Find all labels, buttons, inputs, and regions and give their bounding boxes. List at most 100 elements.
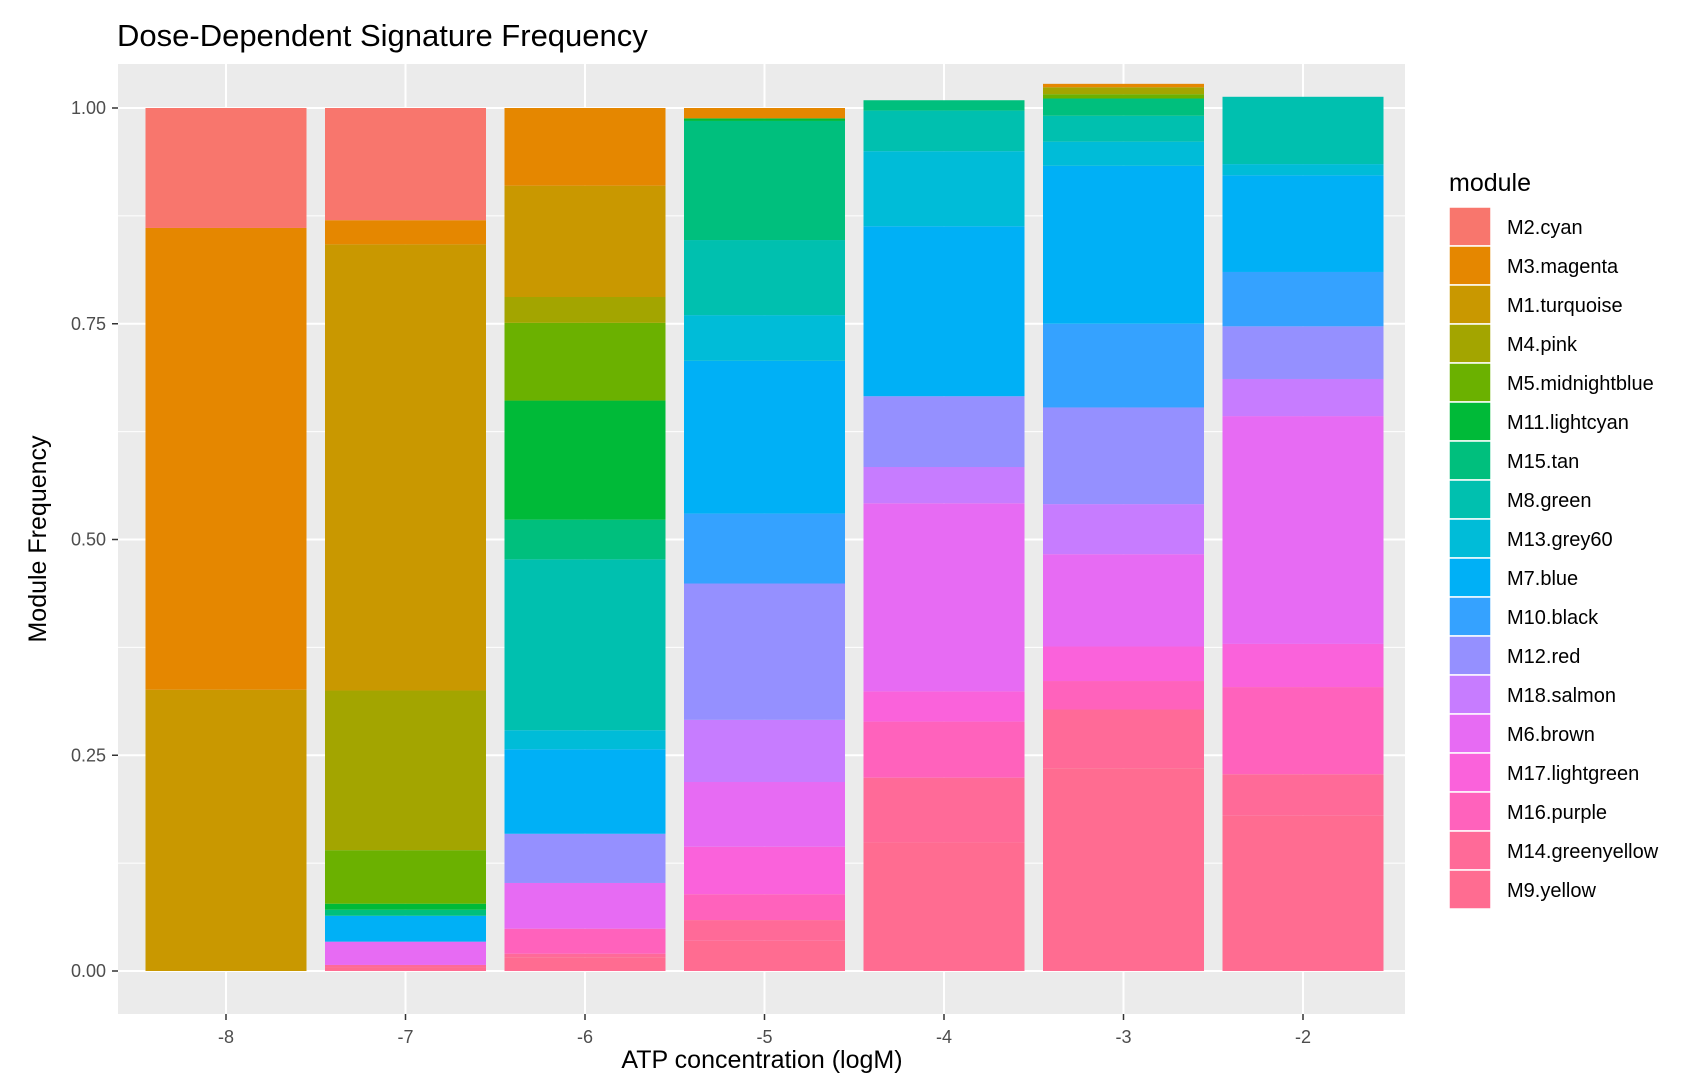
bar-segment-m12-red	[684, 583, 845, 720]
bar-segment-m12-red	[863, 396, 1025, 468]
bar-segment-m15-tan	[504, 519, 666, 560]
x-tick-label: -7	[397, 1027, 413, 1047]
legend-label: M12.red	[1507, 646, 1580, 668]
bar-segment-m1-turquoise	[145, 689, 307, 971]
bar-segment-m16-purple	[504, 928, 666, 954]
bar-segment-m13-grey60	[504, 730, 666, 750]
bar-segment-m17-lightgreen	[1043, 646, 1204, 682]
bar-segment-m6-brown	[863, 503, 1025, 692]
bar-segment-m5-midnightblue	[1043, 94, 1204, 99]
y-axis: 0.00 0.25 0.50 0.75 1.00	[71, 98, 118, 981]
x-tick-label: -8	[218, 1027, 234, 1047]
legend-key	[1448, 791, 1492, 832]
bar-segment-m7-blue	[1222, 175, 1384, 272]
bar-segment-m9-yellow	[863, 842, 1025, 971]
bar-segment-m17-lightgreen	[1222, 643, 1384, 688]
legend-key	[1448, 674, 1492, 715]
bar-segment-m3-magenta	[325, 220, 486, 245]
bars	[145, 83, 1384, 971]
bar-segment-m14-greenyellow	[504, 953, 666, 958]
bar-segment-m4-pink	[325, 690, 486, 851]
bar-segment-m15-tan	[863, 100, 1025, 111]
legend-key	[1448, 362, 1492, 403]
bar-segment-m10-black	[1043, 323, 1204, 408]
legend-label: M5.midnightblue	[1507, 373, 1654, 395]
legend-key	[1448, 479, 1492, 520]
bar-segment-m16-purple	[684, 894, 845, 921]
legend-label: M2.cyan	[1507, 217, 1583, 239]
bar-segment-m8-green	[863, 110, 1025, 152]
bar-segment-m11-lightcyan	[684, 118, 845, 121]
bar-segment-m18-salmon	[1043, 504, 1204, 555]
bar-segment-m1-turquoise	[504, 185, 666, 297]
bar-segment-m9-yellow	[1043, 768, 1204, 971]
bar-segment-m16-purple	[1043, 681, 1204, 710]
legend: module M2.cyan M3.magenta M1.turquoise M4.p…	[1448, 169, 1659, 910]
y-tick-label: 0.75	[71, 314, 106, 334]
legend-key	[1448, 635, 1492, 676]
bar-segment-m14-greenyellow	[1043, 709, 1204, 769]
bar-segment-m14-greenyellow	[1222, 774, 1384, 816]
bar-segment-m12-red	[1043, 407, 1204, 505]
y-tick-label: 0.50	[71, 530, 106, 550]
bar-segment-m18-salmon	[684, 719, 845, 783]
bar-segment-m7-blue	[863, 226, 1025, 397]
bar-segment-m13-grey60	[863, 151, 1025, 227]
legend-label: M11.lightcyan	[1507, 412, 1629, 434]
bar-segment-m15-tan	[1043, 98, 1204, 116]
legend-key	[1448, 440, 1492, 481]
legend-label: M17.lightgreen	[1507, 763, 1639, 785]
bar-segment-m4-pink	[504, 296, 666, 323]
bar-segment-m18-salmon	[863, 467, 1025, 504]
legend-label: M10.black	[1507, 607, 1599, 629]
y-axis-title: Module Frequency	[24, 435, 52, 643]
y-tick-label: 0.00	[71, 961, 106, 981]
bar-segment-m16-purple	[1222, 687, 1384, 775]
legend-label: M13.grey60	[1507, 529, 1613, 551]
x-tick-label: -5	[756, 1027, 772, 1047]
x-tick-label: -6	[577, 1027, 593, 1047]
bar-segment-m8-green	[504, 559, 666, 731]
legend-key	[1448, 557, 1492, 598]
x-tick-label: -2	[1295, 1027, 1311, 1047]
bar-segment-m14-greenyellow	[325, 964, 486, 968]
bar-segment-m13-grey60	[1222, 164, 1384, 176]
bar-segment-m9-yellow	[325, 967, 486, 971]
y-tick-label: 1.00	[71, 98, 106, 118]
bar-segment-m5-midnightblue	[325, 850, 486, 904]
bar-segment-m8-green	[1222, 96, 1384, 165]
bar-segment-m11-lightcyan	[325, 903, 486, 910]
bar-segment-m8-green	[684, 240, 845, 316]
bar-segment-m17-lightgreen	[684, 846, 845, 895]
legend-key	[1448, 323, 1492, 364]
chart-title: Dose-Dependent Signature Frequency	[117, 18, 648, 53]
bar-segment-m7-blue	[684, 360, 845, 514]
legend-key	[1448, 830, 1492, 871]
bar-segment-m18-salmon	[1222, 378, 1384, 417]
bar-segment-m4-pink	[1043, 87, 1204, 95]
bar-segment-m6-brown	[1222, 416, 1384, 644]
bar-segment-m17-lightgreen	[863, 691, 1025, 722]
bar-segment-m10-black	[684, 513, 845, 584]
bar-segment-m8-green	[1043, 115, 1204, 142]
legend-key	[1448, 206, 1492, 247]
y-tick-label: 0.25	[71, 745, 106, 765]
legend-key	[1448, 245, 1492, 286]
bar-segment-m3-magenta	[684, 108, 845, 119]
bar-segment-m14-greenyellow	[684, 920, 845, 941]
legend-label: M16.purple	[1507, 802, 1607, 824]
x-tick-label: -4	[936, 1027, 952, 1047]
bar-segment-m13-grey60	[684, 315, 845, 361]
legend-key	[1448, 713, 1492, 754]
legend-label: M8.green	[1507, 490, 1592, 512]
legend-label: M4.pink	[1507, 334, 1578, 356]
bar-segment-m6-brown	[1043, 554, 1204, 647]
legend-key	[1448, 401, 1492, 442]
bar-segment-m3-magenta	[504, 108, 666, 186]
bar-segment-m12-red	[1222, 326, 1384, 379]
bar-segment-m9-yellow	[504, 957, 666, 971]
legend-key	[1448, 752, 1492, 793]
bar-segment-m6-brown	[504, 882, 666, 929]
bar-segment-m11-lightcyan	[504, 400, 666, 520]
